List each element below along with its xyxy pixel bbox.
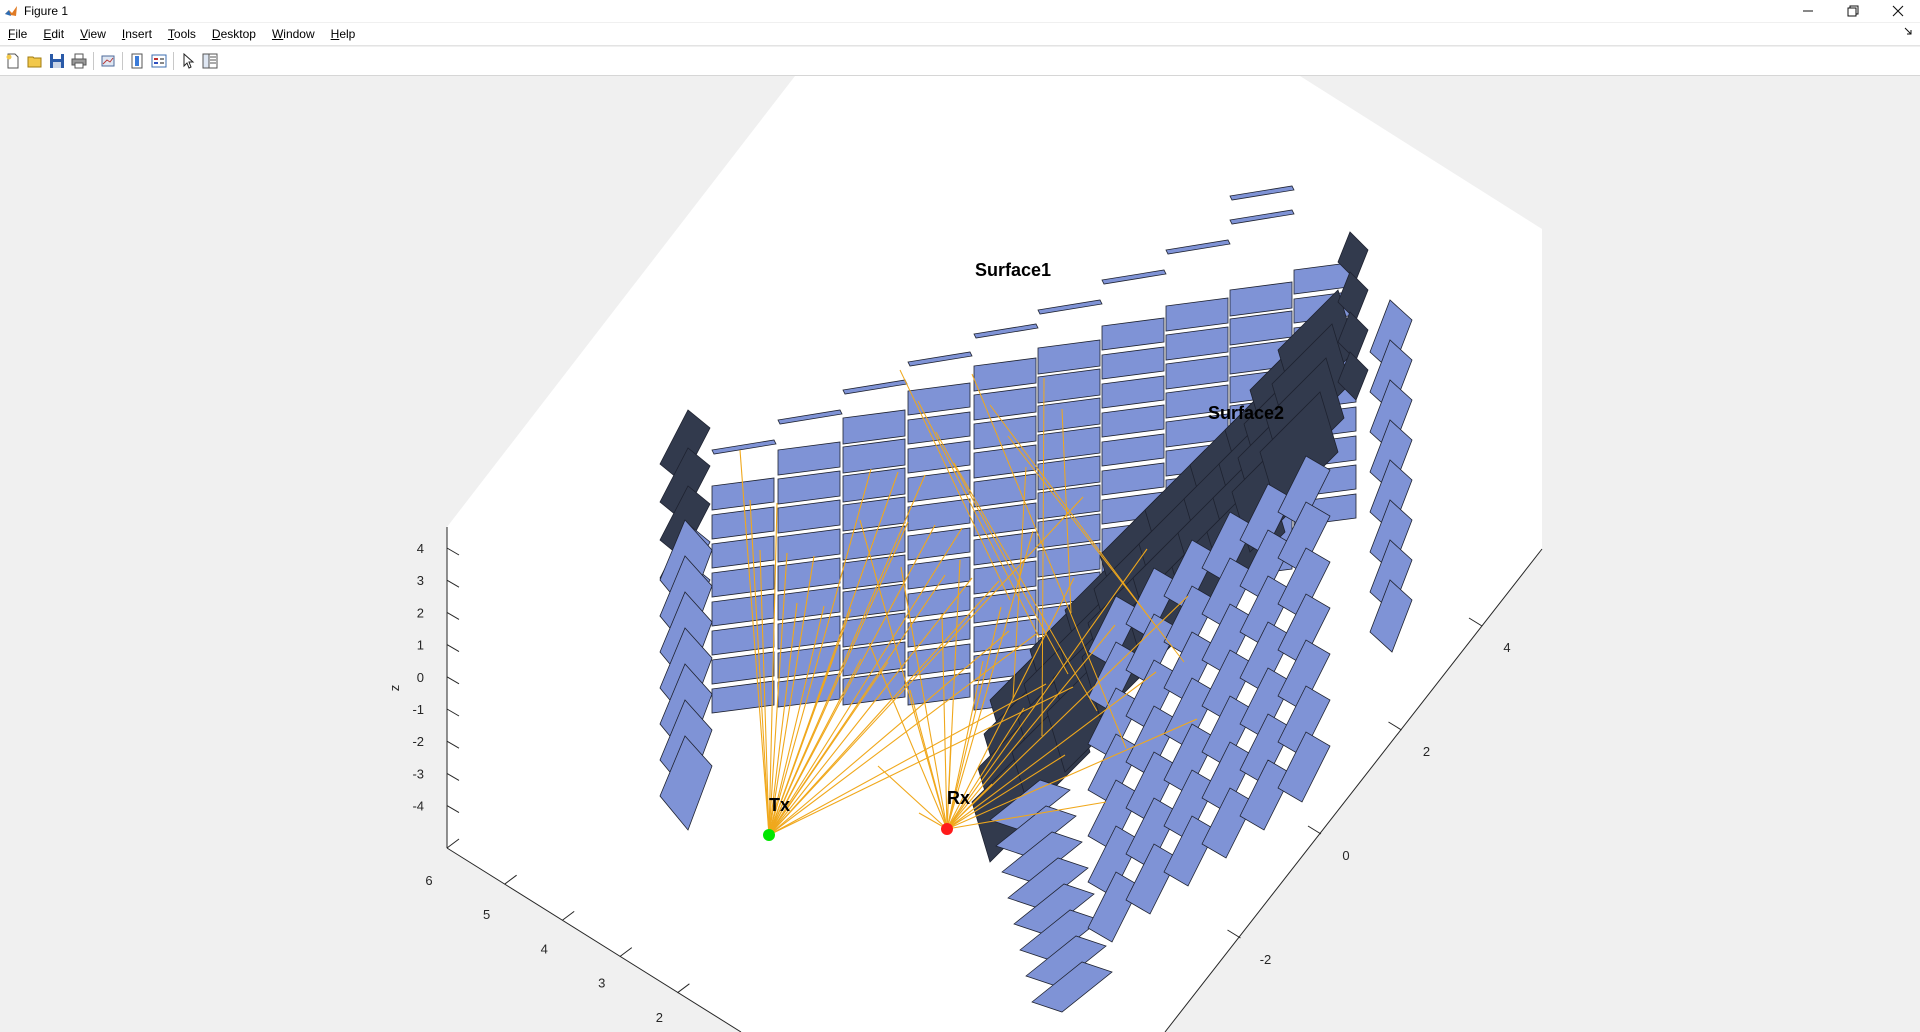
z-tick-label: 0 <box>417 670 424 685</box>
new-figure-icon <box>5 53 21 69</box>
toolbar-separator <box>93 52 94 70</box>
rx-label: Rx <box>947 788 970 808</box>
pointer-icon <box>180 53 196 69</box>
save-icon <box>49 53 65 69</box>
menu-tools[interactable]: Tools <box>160 23 204 45</box>
surface1-label: Surface1 <box>975 260 1051 280</box>
menu-desktop[interactable]: Desktop <box>204 23 264 45</box>
close-button[interactable] <box>1875 0 1920 22</box>
x-tick-label: 5 <box>483 907 490 922</box>
toolbar <box>0 47 1920 76</box>
z-tick-label: 3 <box>417 573 424 588</box>
z-tick-label: -4 <box>412 799 424 814</box>
link-plot-button[interactable] <box>97 50 119 72</box>
legend-icon <box>151 53 167 69</box>
window-title: Figure 1 <box>24 4 68 18</box>
tx-marker[interactable] <box>763 829 775 841</box>
menu-help[interactable]: Help <box>323 23 364 45</box>
toolbar-separator <box>122 52 123 70</box>
menu-edit[interactable]: Edit <box>35 23 72 45</box>
z-tick-label: -3 <box>412 766 424 781</box>
matlab-icon <box>4 4 18 18</box>
open-file-button[interactable] <box>24 50 46 72</box>
new-figure-button[interactable] <box>2 50 24 72</box>
rx-marker[interactable] <box>941 823 953 835</box>
restore-button[interactable] <box>1830 0 1875 22</box>
z-tick-label: 4 <box>417 541 424 556</box>
menu-window[interactable]: Window <box>264 23 323 45</box>
y-tick-label: 0 <box>1342 848 1349 863</box>
toolbar-separator <box>173 52 174 70</box>
x-tick-label: 3 <box>598 976 605 991</box>
z-tick-label: 2 <box>417 605 424 620</box>
menu-file[interactable]: File <box>0 23 35 45</box>
menu-insert[interactable]: Insert <box>114 23 160 45</box>
dock-icon[interactable] <box>1904 27 1914 37</box>
menu-view[interactable]: View <box>72 23 114 45</box>
open-file-icon <box>27 53 43 69</box>
menu-bar: File Edit View Insert Tools Desktop Wind… <box>0 23 1920 46</box>
link-plot-icon <box>100 53 116 69</box>
title-bar: Figure 1 <box>0 0 1920 22</box>
y-tick-label: 2 <box>1423 744 1430 759</box>
surface2-label: Surface2 <box>1208 403 1284 423</box>
colorbar-icon <box>129 53 145 69</box>
z-axis-label: z <box>387 685 402 692</box>
print-icon <box>71 53 87 69</box>
minimize-icon <box>1802 5 1814 17</box>
x-tick-label: 2 <box>656 1010 663 1025</box>
z-tick-label: -1 <box>412 702 424 717</box>
property-inspector-button[interactable] <box>199 50 221 72</box>
save-button[interactable] <box>46 50 68 72</box>
z-tick-label: -2 <box>412 734 424 749</box>
y-tick-label: -2 <box>1260 952 1272 967</box>
legend-button[interactable] <box>148 50 170 72</box>
colorbar-button[interactable] <box>126 50 148 72</box>
tx-label: Tx <box>769 795 790 815</box>
x-tick-label: 6 <box>425 873 432 888</box>
restore-icon <box>1847 5 1859 17</box>
property-inspector-icon <box>202 53 218 69</box>
x-tick-label: 4 <box>541 941 548 956</box>
print-button[interactable] <box>68 50 90 72</box>
pointer-button[interactable] <box>177 50 199 72</box>
figure-canvas[interactable]: 4 3 2 1 0 -1 -2 -3 -4 z 6 5 4 3 2 4 2 0 -2 Surface1 Surfa… <box>0 76 1920 1032</box>
z-tick-label: 1 <box>417 638 424 653</box>
close-icon <box>1892 5 1904 17</box>
y-tick-label: 4 <box>1503 640 1510 655</box>
minimize-button[interactable] <box>1785 0 1830 22</box>
